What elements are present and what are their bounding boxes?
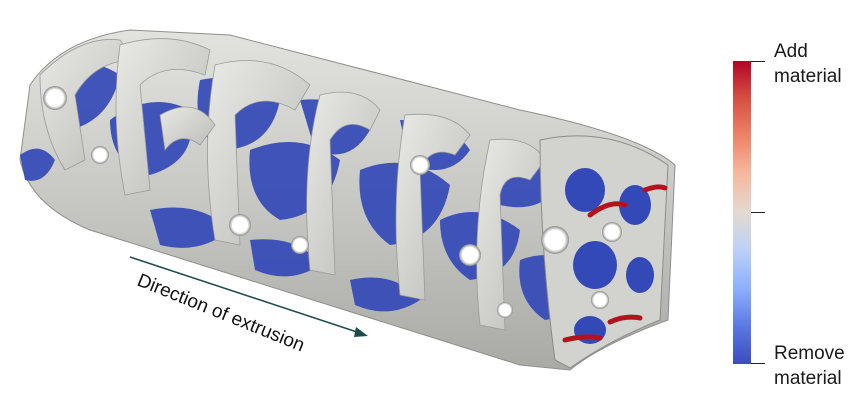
extrusion-arrow	[129, 256, 368, 337]
end-face-pores	[565, 168, 654, 344]
colorbar-tick-top	[751, 61, 765, 62]
colorbar-tick-middle	[751, 212, 765, 213]
colorbar-bottom-label-line2: material	[774, 368, 842, 389]
colorbar-top-label-line1: Add	[774, 41, 808, 62]
colorbar-bottom-label-line1: Remove	[774, 343, 845, 364]
colorbar-top-label-line2: material	[774, 66, 842, 87]
scaffold-ribs	[39, 38, 641, 331]
material-colorbar	[733, 61, 751, 364]
add-material-regions	[562, 184, 668, 343]
pore-holes	[43, 86, 622, 318]
colorbar-tick-bottom	[751, 363, 765, 364]
